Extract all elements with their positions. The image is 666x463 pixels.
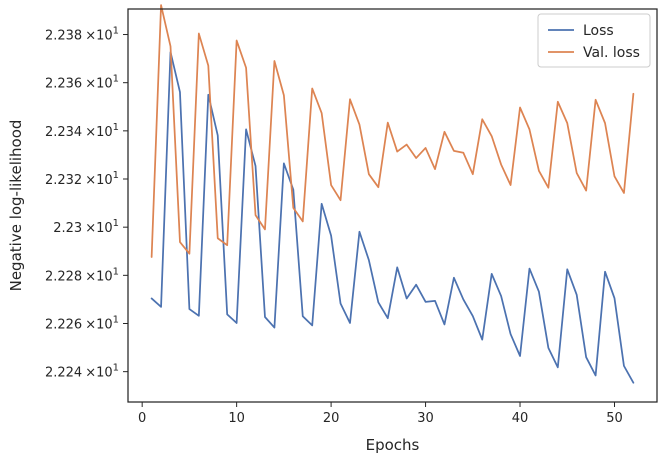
y-tick-label: 2.228 ×101	[45, 266, 119, 284]
y-axis-label: Negative log-likelihood	[7, 120, 25, 292]
x-tick-label: 50	[606, 411, 623, 426]
plot-series	[150, 4, 635, 384]
series-line-val-loss	[150, 4, 635, 258]
x-tick-label: 0	[138, 411, 146, 426]
series-line-loss	[150, 51, 635, 384]
legend-entry: Loss	[583, 23, 614, 39]
y-tick-label: 2.23 ×101	[53, 218, 119, 236]
y-axis: 2.224 ×101 2.226 ×101 2.228 ×101 2.23 ×101 2.232…	[45, 26, 128, 381]
y-tick-label: 2.238 ×101	[45, 26, 119, 44]
legend: Loss Val. loss	[537, 13, 651, 68]
y-tick-label: 2.226 ×101	[45, 314, 119, 332]
y-tick-label: 2.236 ×101	[45, 74, 119, 92]
legend-box	[537, 13, 651, 68]
x-tick-label: 10	[228, 411, 245, 426]
plot-frame	[127, 8, 658, 403]
x-tick-label: 20	[323, 411, 340, 426]
x-axis: 0 10 20 30 40 50	[138, 402, 623, 426]
y-tick-label: 2.224 ×101	[45, 363, 119, 381]
x-axis-label: Epochs	[366, 436, 420, 454]
x-tick-label: 30	[417, 411, 434, 426]
y-tick-label: 2.234 ×101	[45, 122, 119, 140]
x-tick-label: 40	[512, 411, 529, 426]
legend-entry: Val. loss	[583, 45, 640, 61]
y-tick-label: 2.232 ×101	[45, 170, 119, 188]
